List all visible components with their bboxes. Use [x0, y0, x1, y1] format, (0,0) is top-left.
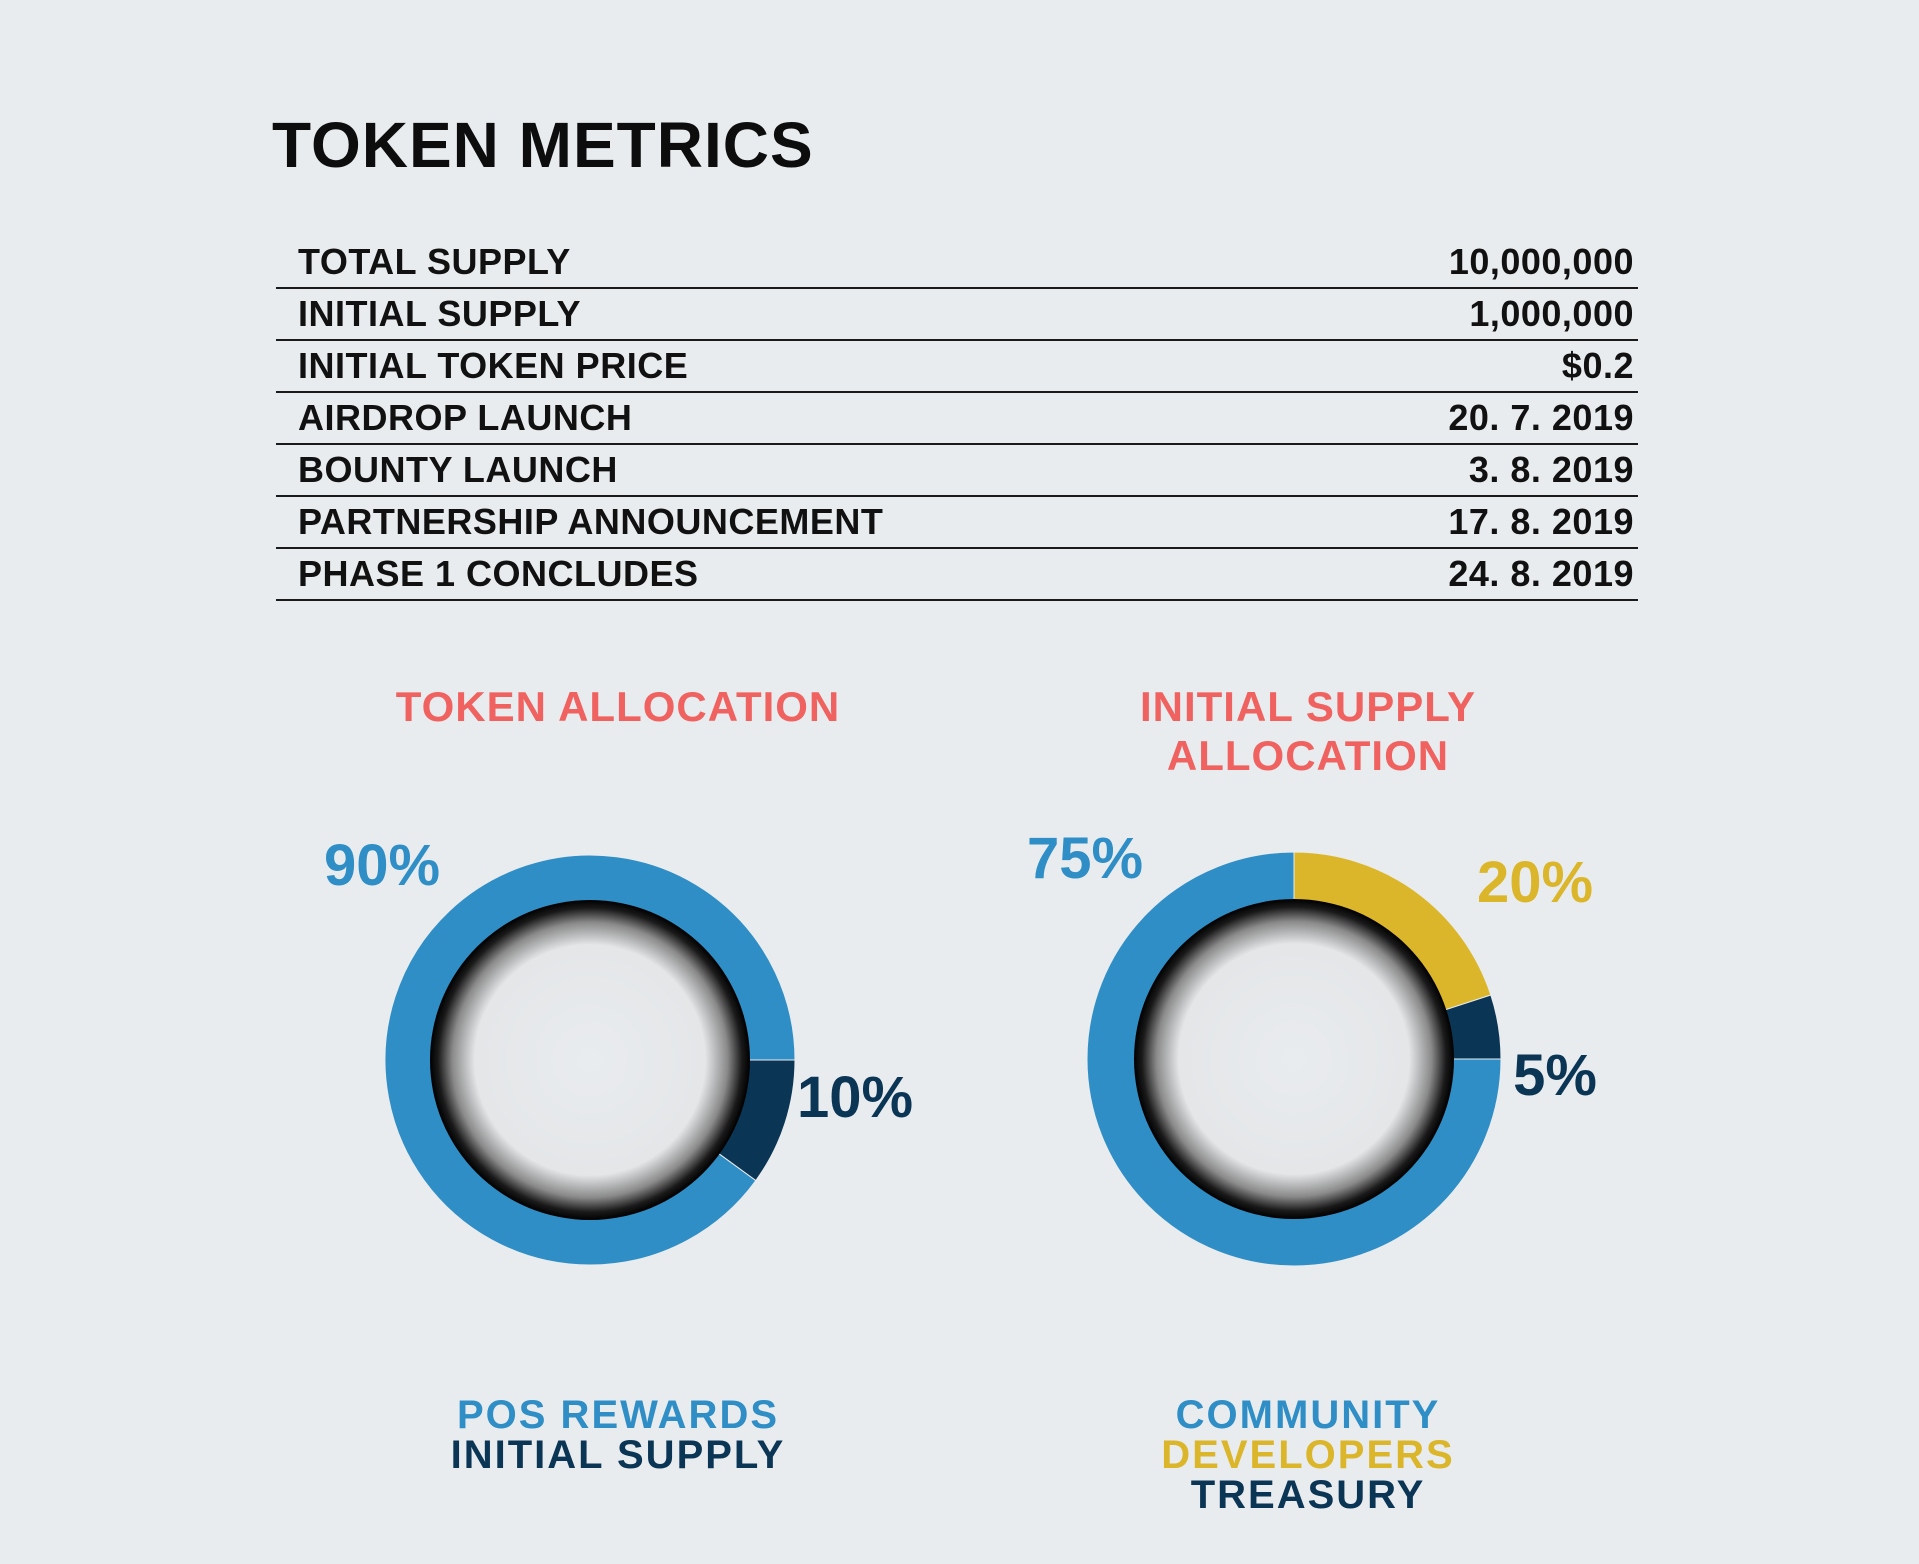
metric-value: 10,000,000 — [1448, 241, 1634, 282]
metric-value: 1,000,000 — [1469, 293, 1634, 334]
metrics-row: INITIAL TOKEN PRICE $0.2 — [276, 340, 1638, 392]
metric-label: BOUNTY LAUNCH — [298, 449, 618, 490]
slice-label: 90% — [324, 833, 440, 898]
metric-label: PARTNERSHIP ANNOUNCEMENT — [298, 501, 884, 542]
legend-item: POS REWARDS — [456, 1393, 780, 1437]
metrics-row: PARTNERSHIP ANNOUNCEMENT 17. 8. 2019 — [276, 496, 1638, 548]
slice-label: 10% — [797, 1065, 913, 1130]
metric-label: INITIAL TOKEN PRICE — [298, 345, 689, 386]
metric-value: 24. 8. 2019 — [1448, 553, 1634, 594]
legend-item: INITIAL SUPPLY — [450, 1433, 786, 1477]
slice-label: 75% — [1027, 826, 1143, 891]
donut-hole — [430, 900, 750, 1220]
metrics-row: AIRDROP LAUNCH 20. 7. 2019 — [276, 392, 1638, 444]
chart-title-line: INITIAL SUPPLY — [1139, 683, 1477, 730]
token-metrics-table: TOTAL SUPPLY 10,000,000 INITIAL SUPPLY 1,00… — [276, 237, 1638, 601]
metric-value: 17. 8. 2019 — [1448, 501, 1634, 542]
chart-title-initial-supply-allocation: INITIAL SUPPLY ALLOCATION — [1008, 682, 1608, 780]
metric-value: $0.2 — [1561, 345, 1634, 386]
chart-title-line: ALLOCATION — [1166, 732, 1450, 779]
chart-title-token-allocation: TOKEN ALLOCATION — [318, 682, 918, 731]
legend-item: TREASURY — [1190, 1473, 1426, 1517]
page-title: TOKEN METRICS — [272, 109, 814, 181]
legend-item: DEVELOPERS — [1161, 1433, 1455, 1477]
slice-label: 20% — [1477, 850, 1593, 915]
metric-label: PHASE 1 CONCLUDES — [298, 553, 699, 594]
chart-title-line: TOKEN ALLOCATION — [395, 683, 841, 730]
metrics-row: PHASE 1 CONCLUDES 24. 8. 2019 — [276, 548, 1638, 600]
slice-label: 5% — [1513, 1043, 1597, 1108]
legend-item: COMMUNITY — [1175, 1393, 1441, 1437]
metric-value: 3. 8. 2019 — [1468, 449, 1634, 490]
legend-initial-supply-allocation: COMMUNITY DEVELOPERS TREASURY — [1008, 1395, 1608, 1515]
metric-label: TOTAL SUPPLY — [298, 241, 571, 282]
metrics-row: TOTAL SUPPLY 10,000,000 — [276, 237, 1638, 288]
metric-label: INITIAL SUPPLY — [298, 293, 582, 334]
metrics-row: BOUNTY LAUNCH 3. 8. 2019 — [276, 444, 1638, 496]
metric-value: 20. 7. 2019 — [1448, 397, 1634, 438]
donut-hole — [1134, 899, 1454, 1219]
metrics-row: INITIAL SUPPLY 1,000,000 — [276, 288, 1638, 340]
metric-label: AIRDROP LAUNCH — [298, 397, 633, 438]
legend-token-allocation: POS REWARDS INITIAL SUPPLY — [318, 1395, 918, 1475]
